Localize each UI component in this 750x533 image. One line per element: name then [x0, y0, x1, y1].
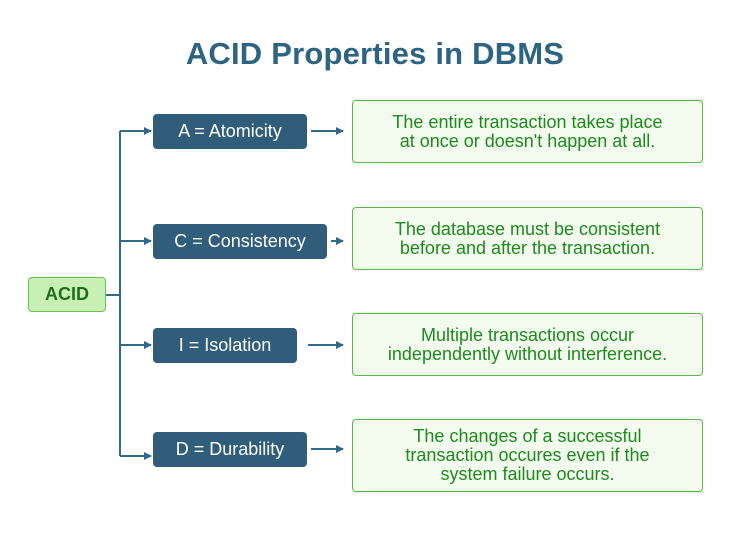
durability-node: D = Durability — [153, 432, 307, 467]
page-title: ACID Properties in DBMS — [185, 36, 565, 71]
atomicity-node: A = Atomicity — [153, 114, 307, 149]
acid-root-node: ACID — [28, 277, 106, 312]
isolation-node: I = Isolation — [153, 328, 297, 363]
consistency-node: C = Consistency — [153, 224, 327, 259]
atomicity-description: The entire transaction takes place at onc… — [352, 100, 703, 163]
consistency-description: The database must be consistent before an… — [352, 207, 703, 270]
isolation-description: Multiple transactions occur independently… — [352, 313, 703, 376]
durability-description: The changes of a successful transaction o… — [352, 419, 703, 492]
